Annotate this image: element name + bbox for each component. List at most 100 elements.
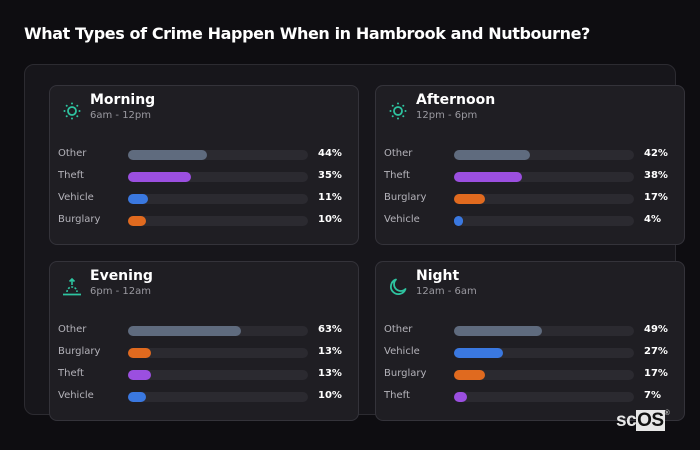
bar-track [454,348,634,358]
bar-fill [454,194,485,204]
scos-logo: scOS® [616,410,670,432]
percent-value: 13% [318,346,342,357]
bar-track [128,348,308,358]
bar-track [128,370,308,380]
bar-fill [128,326,242,336]
bar-row-theft: Theft 38% [384,168,684,190]
bar-list: Other 42% Theft 38% Burglary 17% Vehicle 4% [384,146,684,234]
registered-mark: ® [664,410,670,417]
bar-row-theft: Theft 13% [58,366,358,388]
percent-value: 13% [318,368,342,379]
bar-row-vehicle: Vehicle 11% [58,190,358,212]
panel-morning: Morning 6am - 12pm Other 44% Theft 35% Vehic… [49,85,359,245]
percent-value: 7% [644,390,661,401]
logo-os-text: OS [636,410,665,431]
bar-list: Other 44% Theft 35% Vehicle 11% Burglary 10% [58,146,358,234]
panel-evening: Evening 6pm - 12am Other 63% Burglary 13% Th… [49,261,359,421]
category-label: Other [58,148,87,159]
bar-track [128,194,308,204]
category-label: Vehicle [384,346,420,357]
category-label: Vehicle [384,214,420,225]
bar-track [454,150,634,160]
panel-title: Morning [90,92,156,108]
bar-row-other: Other 63% [58,322,358,344]
bar-row-burglary: Burglary 10% [58,212,358,234]
percent-value: 11% [318,192,342,203]
bar-track [454,370,634,380]
bar-row-vehicle: Vehicle 4% [384,212,684,234]
category-label: Theft [58,170,84,181]
bar-row-other: Other 44% [58,146,358,168]
percent-value: 17% [644,368,668,379]
panel-time-range: 12pm - 6pm [416,110,478,121]
category-label: Burglary [384,192,427,203]
percent-value: 4% [644,214,661,225]
bar-track [128,326,308,336]
bar-fill [454,216,463,226]
bar-row-other: Other 42% [384,146,684,168]
category-label: Other [384,324,413,335]
bar-fill [128,172,191,182]
percent-value: 10% [318,390,342,401]
category-label: Vehicle [58,390,94,401]
panel-title: Night [416,268,460,284]
sunset-icon [63,277,81,296]
category-label: Burglary [384,368,427,379]
category-label: Burglary [58,214,101,225]
category-label: Theft [384,170,410,181]
bar-row-vehicle: Vehicle 27% [384,344,684,366]
chart-title: What Types of Crime Happen When in Hambr… [24,24,590,43]
bar-list: Other 49% Vehicle 27% Burglary 17% Theft 7% [384,322,684,410]
percent-value: 17% [644,192,668,203]
bar-track [454,326,634,336]
percent-value: 10% [318,214,342,225]
bar-fill [128,194,148,204]
panel-time-range: 6am - 12pm [90,110,152,121]
percent-value: 49% [644,324,668,335]
category-label: Vehicle [58,192,94,203]
bar-fill [128,392,146,402]
bar-fill [454,392,467,402]
percent-value: 35% [318,170,342,181]
category-label: Other [384,148,413,159]
percent-value: 42% [644,148,668,159]
sun-icon [63,102,81,120]
percent-value: 44% [318,148,342,159]
bar-list: Other 63% Burglary 13% Theft 13% Vehicle 10% [58,322,358,410]
bar-fill [128,370,152,380]
panel-night: Night 12am - 6am Other 49% Vehicle 27% Burgl… [375,261,685,421]
bar-track [454,392,634,402]
percent-value: 27% [644,346,668,357]
percent-value: 38% [644,170,668,181]
category-label: Other [58,324,87,335]
bar-fill [454,172,523,182]
category-label: Theft [384,390,410,401]
bar-row-other: Other 49% [384,322,684,344]
bar-fill [128,150,208,160]
panel-title: Evening [90,268,153,284]
bar-fill [128,216,146,226]
bar-fill [454,348,503,358]
panel-time-range: 6pm - 12am [90,286,152,297]
bar-row-burglary: Burglary 17% [384,190,684,212]
bar-fill [128,348,152,358]
bar-row-burglary: Burglary 17% [384,366,684,388]
logo-sc-text: sc [616,410,637,431]
moon-icon [390,278,407,295]
bar-fill [454,150,530,160]
bar-row-theft: Theft 35% [58,168,358,190]
bar-track [128,216,308,226]
bar-track [128,150,308,160]
bar-track [128,392,308,402]
bar-track [454,216,634,226]
bar-row-theft: Theft 7% [384,388,684,410]
bar-track [454,194,634,204]
percent-value: 63% [318,324,342,335]
bar-row-vehicle: Vehicle 10% [58,388,358,410]
sun-icon [389,102,407,120]
category-label: Burglary [58,346,101,357]
bar-fill [454,370,485,380]
bar-row-burglary: Burglary 13% [58,344,358,366]
bar-fill [454,326,543,336]
panel-afternoon: Afternoon 12pm - 6pm Other 42% Theft 38% Bur… [375,85,685,245]
